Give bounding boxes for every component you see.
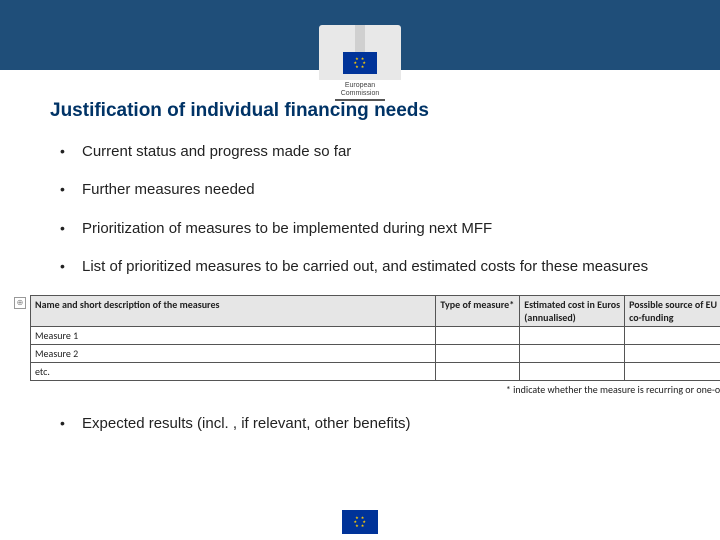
eu-stars-icon: ★ ★★ ★★ ★ bbox=[353, 57, 366, 69]
table-cell bbox=[520, 327, 625, 345]
bullet-text: Further measures needed bbox=[82, 181, 255, 198]
footer-eu-flag-icon: ★ ★★ ★★ ★ bbox=[342, 510, 378, 534]
bullet-item: Further measures needed bbox=[50, 180, 670, 200]
measures-table: Name and short description of the measur… bbox=[30, 295, 720, 381]
bullet-text: Prioritization of measures to be impleme… bbox=[82, 220, 492, 237]
slide-content: Justification of individual financing ne… bbox=[0, 70, 720, 434]
anchor-icon: ⊕ bbox=[14, 297, 26, 309]
table-cell bbox=[625, 345, 720, 363]
bullet-item: Expected results (incl. , if relevant, o… bbox=[50, 414, 670, 434]
bullet-list-after: Expected results (incl. , if relevant, o… bbox=[50, 414, 670, 434]
table-cell bbox=[436, 345, 520, 363]
logo-line1: European bbox=[345, 82, 375, 89]
bullet-text: Current status and progress made so far bbox=[82, 143, 351, 160]
table-header: Name and short description of the measur… bbox=[31, 296, 436, 327]
eu-stars-icon: ★ ★★ ★★ ★ bbox=[353, 516, 366, 528]
table-cell bbox=[520, 363, 625, 381]
table-cell bbox=[520, 345, 625, 363]
table-header: Estimated cost in Euros (annualised) bbox=[520, 296, 625, 327]
bullet-item: List of prioritized measures to be carri… bbox=[50, 257, 670, 277]
table-cell bbox=[625, 363, 720, 381]
table-cell bbox=[436, 363, 520, 381]
logo-line2: Commission bbox=[341, 90, 380, 97]
table-cell bbox=[625, 327, 720, 345]
eu-flag-icon: ★ ★★ ★★ ★ bbox=[343, 52, 377, 74]
table-cell bbox=[436, 327, 520, 345]
table-cell: etc. bbox=[31, 363, 436, 381]
table-row: Measure 2 bbox=[31, 345, 720, 363]
bullet-item: Current status and progress made so far bbox=[50, 142, 670, 162]
ec-logo: ★ ★★ ★★ ★ European Commission bbox=[319, 25, 401, 101]
table-header: Type of measure* bbox=[436, 296, 520, 327]
bullet-text: List of prioritized measures to be carri… bbox=[82, 258, 648, 275]
table-row: etc. bbox=[31, 363, 720, 381]
table-cell: Measure 1 bbox=[31, 327, 436, 345]
measures-table-wrap: ⊕ Name and short description of the meas… bbox=[30, 295, 720, 396]
logo-text: European Commission bbox=[319, 82, 401, 97]
bullet-text: Expected results (incl. , if relevant, o… bbox=[82, 415, 410, 432]
table-header: Possible source of EU co-funding bbox=[625, 296, 720, 327]
table-cell: Measure 2 bbox=[31, 345, 436, 363]
table-row: Measure 1 bbox=[31, 327, 720, 345]
table-header-row: Name and short description of the measur… bbox=[31, 296, 720, 327]
bullet-item: Prioritization of measures to be impleme… bbox=[50, 219, 670, 239]
logo-building-shape: ★ ★★ ★★ ★ bbox=[319, 25, 401, 80]
table-footnote: * indicate whether the measure is recurr… bbox=[30, 383, 720, 396]
bullet-list: Current status and progress made so far … bbox=[50, 142, 670, 277]
logo-underline bbox=[335, 99, 385, 101]
slide-title: Justification of individual financing ne… bbox=[50, 100, 670, 122]
